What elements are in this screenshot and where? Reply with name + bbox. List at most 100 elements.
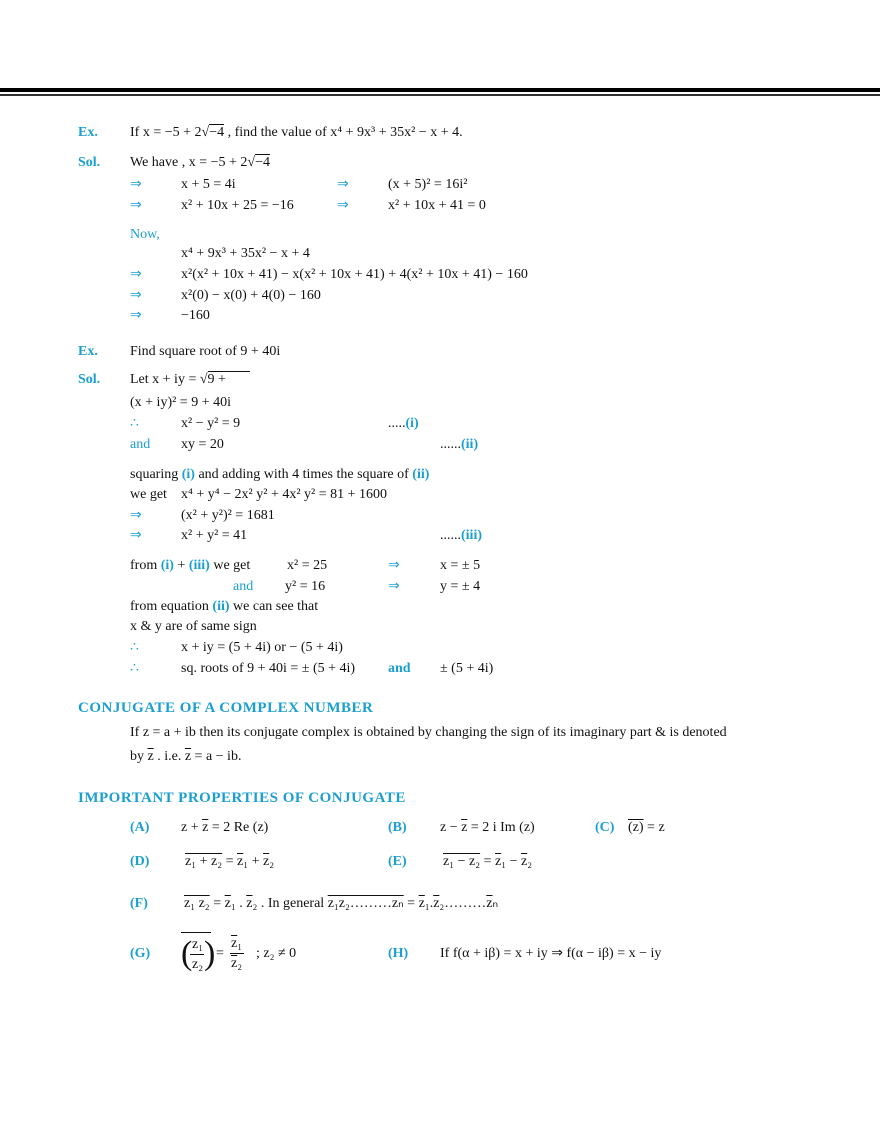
prop-b: z − z = 2 i Im (z) bbox=[440, 819, 535, 837]
therefore-icon: ∴ bbox=[130, 640, 139, 655]
t: = 2 i Im (z) bbox=[467, 820, 535, 835]
implies-icon: ⇒ bbox=[130, 528, 142, 543]
t: + bbox=[248, 854, 264, 869]
sol2-label: Sol. bbox=[78, 372, 101, 387]
t: ₁ bbox=[230, 896, 236, 911]
from-eq-line: from equation (ii) we can see that bbox=[130, 598, 318, 616]
numerator: z₁ bbox=[192, 937, 204, 952]
dots: ..... bbox=[388, 416, 406, 431]
z-bar: z bbox=[263, 854, 270, 869]
z-bar: z bbox=[237, 854, 244, 869]
eq: −160 bbox=[181, 308, 210, 323]
eq: x + iy = (5 + 4i) or − (5 + 4i) bbox=[181, 640, 343, 655]
therefore-icon: ∴ bbox=[130, 661, 139, 676]
z-bar: z bbox=[433, 896, 440, 911]
rhs-denominator: z₂ bbox=[231, 955, 242, 973]
and-label: and bbox=[130, 437, 151, 452]
ex2-question: Find square root of 9 + 40i bbox=[130, 344, 281, 359]
eq-ref: ......(iii) bbox=[440, 527, 482, 545]
z-bar: z bbox=[202, 820, 209, 835]
prop-g-lhs: ( z₁ z₂ ) bbox=[181, 932, 215, 977]
prop-f: z₁ z₂ = z₁ . z₂ . In general z₁z₂………zₙ =… bbox=[184, 895, 498, 913]
z-bar: z bbox=[418, 896, 425, 911]
eq: x² = 25 bbox=[287, 558, 328, 573]
sol1-label: Sol. bbox=[78, 155, 101, 170]
t: ₁ bbox=[424, 896, 430, 911]
ref-ii: (ii) bbox=[412, 467, 430, 482]
implies-icon: ⇒ bbox=[130, 177, 142, 192]
prop-h-label: (H) bbox=[388, 946, 409, 961]
z-bar: z bbox=[184, 749, 192, 764]
prop-h: If f(α + iβ) = x + iy ⇒ f(α − iβ) = x − … bbox=[440, 946, 662, 961]
z-bar: z bbox=[246, 896, 253, 911]
t: we can see that bbox=[229, 599, 319, 614]
implies-icon: ⇒ bbox=[388, 579, 400, 594]
eq: x² + y² = 41 bbox=[181, 528, 248, 543]
header-rule-thin bbox=[0, 94, 880, 96]
t: . bbox=[429, 896, 434, 911]
t: ₂ bbox=[237, 956, 243, 971]
eq: x²(x² + 10x + 41) − x(x² + 10x + 41) + 4… bbox=[181, 267, 528, 282]
eq-ref: ......(ii) bbox=[440, 436, 478, 454]
lhs-bar: z₁ + z₂ bbox=[185, 854, 223, 869]
eq: x = ± 5 bbox=[440, 558, 481, 573]
implies-icon: ⇒ bbox=[130, 288, 142, 303]
t: ₁ bbox=[501, 854, 507, 869]
implies-icon: ⇒ bbox=[130, 308, 142, 323]
eq: sq. roots of 9 + 40i = ± (5 + 4i) bbox=[181, 661, 356, 676]
and-label: and bbox=[388, 661, 411, 676]
let-text: Let x + iy = bbox=[130, 372, 200, 387]
prop-g-label: (G) bbox=[130, 946, 151, 961]
t: ₙ bbox=[492, 896, 499, 911]
q-text: If x = −5 + 2 bbox=[130, 125, 202, 140]
ref-i: (i) bbox=[405, 416, 419, 431]
prop-f-label: (F) bbox=[130, 896, 148, 911]
dots: ...... bbox=[440, 437, 461, 452]
rhs-numerator: z₁ bbox=[231, 935, 242, 953]
implies-icon: ⇒ bbox=[130, 267, 142, 282]
conj-para-1: If z = a + ib then its conjugate complex… bbox=[130, 725, 727, 740]
eq: (x + 5)² = 16i² bbox=[388, 177, 468, 192]
t: z + bbox=[181, 820, 203, 835]
squaring-line: squaring (i) and adding with 4 times the… bbox=[130, 466, 429, 484]
t: + bbox=[173, 558, 189, 573]
t: and adding with 4 times the square of bbox=[194, 467, 413, 482]
prop-c-label: (C) bbox=[595, 820, 615, 835]
condition: ; z₂ ≠ 0 bbox=[256, 946, 297, 961]
implies-icon: ⇒ bbox=[337, 198, 349, 213]
eq: x²(0) − x(0) + 4(0) − 160 bbox=[181, 288, 321, 303]
section-heading-conjugate: CONJUGATE OF A COMPLEX NUMBER bbox=[78, 700, 374, 716]
prop-e: z₁ − z₂ = z₁ − z₂ bbox=[443, 853, 532, 871]
t: = bbox=[480, 854, 495, 869]
ex1-label: Ex. bbox=[78, 125, 98, 140]
z-bar: z bbox=[231, 956, 238, 971]
z-bar: z bbox=[461, 820, 468, 835]
header-rule-thick bbox=[0, 88, 880, 92]
prop-d: z₁ + z₂ = z₁ + z₂ bbox=[185, 853, 274, 871]
ref-iii: (iii) bbox=[461, 528, 482, 543]
t: = 2 Re (z) bbox=[208, 820, 269, 835]
lhs-bar: z₁z₂………zₙ bbox=[327, 896, 404, 911]
eq: x² + 10x + 41 = 0 bbox=[388, 198, 486, 213]
ref-ii: (ii) bbox=[461, 437, 479, 452]
t: − bbox=[506, 854, 522, 869]
t: . bbox=[235, 896, 247, 911]
ref-i: (i) bbox=[181, 467, 195, 482]
t: ₂ bbox=[439, 896, 445, 911]
z-bar: z bbox=[224, 896, 231, 911]
sol2-let: Let x + iy = √9 + bbox=[130, 371, 250, 389]
t: ……… bbox=[444, 896, 487, 911]
prop-e-label: (E) bbox=[388, 854, 407, 869]
t: ₁ bbox=[243, 854, 249, 869]
eq-ref: .....(i) bbox=[388, 415, 419, 433]
eq: x² + 10x + 25 = −16 bbox=[181, 198, 294, 213]
implies-icon: ⇒ bbox=[337, 177, 349, 192]
t: = bbox=[222, 854, 237, 869]
prop-a: z + z = 2 Re (z) bbox=[181, 819, 268, 837]
eq: x⁴ + y⁴ − 2x² y² + 4x² y² = 81 + 1600 bbox=[181, 487, 388, 502]
denominator: z₂ bbox=[192, 957, 204, 972]
t: ₁ bbox=[237, 936, 243, 951]
eq: x⁴ + 9x³ + 35x² − x + 4 bbox=[181, 246, 310, 261]
eq: y² = 16 bbox=[285, 579, 326, 594]
